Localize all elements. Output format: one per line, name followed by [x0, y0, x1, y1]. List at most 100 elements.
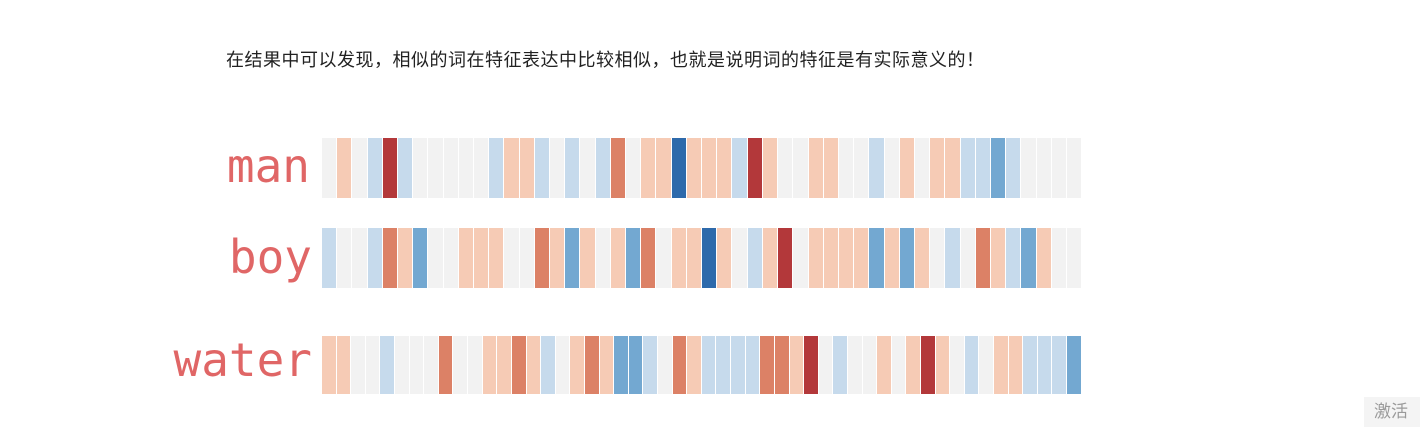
embedding-cell — [1052, 336, 1068, 394]
word-label-water: water — [173, 333, 312, 387]
embedding-cell — [960, 138, 976, 198]
embedding-cell — [914, 228, 931, 288]
embedding-cell — [833, 336, 848, 394]
embedding-cell — [717, 228, 733, 288]
embedding-cell — [1023, 336, 1038, 394]
embedding-cell — [497, 336, 512, 394]
embedding-cell — [899, 138, 915, 198]
embedding-cell — [565, 228, 581, 288]
embedding-cell — [658, 336, 673, 394]
embedding-cell — [774, 336, 790, 394]
embedding-cell — [453, 336, 469, 394]
embedding-cell — [686, 228, 703, 288]
embedding-cell — [458, 228, 475, 288]
embedding-cell — [409, 336, 425, 394]
embedding-cell — [818, 336, 834, 394]
embedding-cell — [717, 138, 733, 198]
embedding-cell — [899, 228, 915, 288]
embedding-cell — [891, 336, 907, 394]
embedding-cell — [550, 228, 566, 288]
embedding-cell — [975, 228, 991, 288]
embedding-cell — [862, 336, 878, 394]
embedding-cell — [367, 138, 383, 198]
embedding-cell — [614, 336, 629, 394]
embedding-cell — [584, 336, 600, 394]
embedding-cell — [511, 336, 527, 394]
embedding-cell — [322, 138, 338, 198]
embedding-cell — [847, 336, 863, 394]
embedding-cell — [778, 228, 794, 288]
embedding-cell — [352, 138, 368, 198]
embedding-cell — [626, 138, 642, 198]
embedding-cell — [823, 138, 839, 198]
embedding-cell — [656, 228, 672, 288]
embedding-cell — [964, 336, 980, 394]
embedding-cell — [1006, 138, 1022, 198]
embedding-cell — [519, 138, 535, 198]
embedding-cell — [656, 138, 672, 198]
embedding-cell — [382, 138, 399, 198]
embedding-cell — [671, 138, 687, 198]
embedding-cell — [610, 138, 627, 198]
embedding-cell — [686, 138, 703, 198]
embedding-cell — [838, 138, 855, 198]
embedding-cell — [550, 138, 566, 198]
word-label-man: man — [226, 139, 310, 193]
embedding-cell — [732, 228, 748, 288]
embedding-cell — [595, 228, 611, 288]
embedding-cell — [428, 228, 444, 288]
embedding-cell — [413, 138, 429, 198]
embedding-cell — [672, 336, 688, 394]
embedding-cell — [990, 138, 1007, 198]
embedding-cell — [526, 336, 542, 394]
embedding-cell — [731, 336, 746, 394]
embedding-cell — [1021, 138, 1037, 198]
embedding-cell — [352, 228, 368, 288]
embedding-cell — [438, 336, 454, 394]
embedding-cell — [960, 228, 976, 288]
embedding-cell — [945, 138, 961, 198]
embedding-cell — [595, 138, 611, 198]
embedding-cell — [920, 336, 936, 394]
embedding-cell — [687, 336, 702, 394]
embedding-cell — [808, 138, 824, 198]
embedding-cell — [1036, 228, 1052, 288]
embedding-cell — [570, 336, 585, 394]
embedding-cell — [565, 138, 581, 198]
embedding-cell — [745, 336, 761, 394]
embedding-cell — [884, 228, 900, 288]
embedding-cell — [702, 228, 718, 288]
embedding-cell — [641, 138, 657, 198]
embedding-cell — [760, 336, 775, 394]
embedding-cell — [716, 336, 732, 394]
embedding-cell — [762, 228, 779, 288]
embedding-cell — [367, 228, 383, 288]
embedding-cell — [482, 336, 498, 394]
embedding-cell — [322, 228, 338, 288]
embedding-cell — [789, 336, 805, 394]
embedding-cell — [424, 336, 439, 394]
embedding-cell — [1051, 228, 1067, 288]
embedding-cell — [337, 138, 353, 198]
embedding-cell — [990, 228, 1007, 288]
embedding-cell — [935, 336, 951, 394]
embedding-cell — [626, 228, 642, 288]
embedding-cell — [854, 138, 870, 198]
embedding-cell — [1021, 228, 1037, 288]
embedding-cell — [534, 228, 551, 288]
activate-watermark: 激活 — [1364, 397, 1420, 427]
embedding-cell — [534, 138, 551, 198]
embedding-cell — [468, 336, 483, 394]
embedding-cell — [793, 138, 809, 198]
embedding-cell — [778, 138, 794, 198]
embedding-cell — [365, 336, 381, 394]
embedding-strip-boy — [322, 228, 1083, 288]
embedding-cell — [641, 228, 657, 288]
embedding-cell — [1066, 228, 1083, 288]
embedding-cell — [994, 336, 1009, 394]
embedding-cell — [382, 228, 399, 288]
embedding-cell — [747, 138, 763, 198]
embedding-cell — [428, 138, 444, 198]
embedding-cell — [808, 228, 824, 288]
embedding-cell — [1037, 336, 1053, 394]
